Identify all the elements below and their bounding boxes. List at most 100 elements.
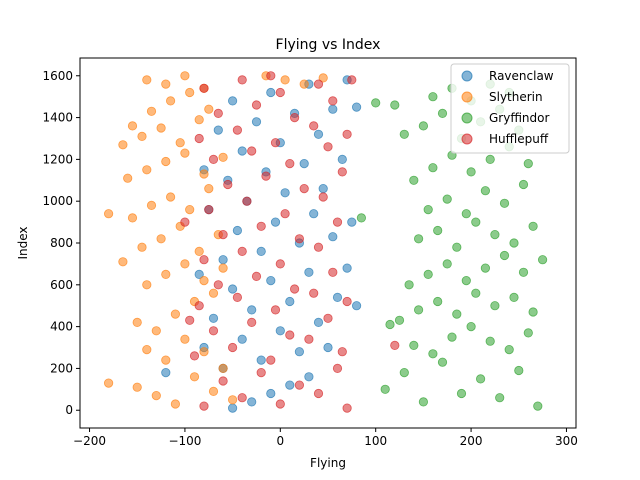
point-ravenclaw-1 — [247, 397, 257, 407]
series-gryffindor — [356, 79, 548, 411]
point-slytherin-35 — [142, 165, 152, 175]
point-hufflepuff-12 — [304, 334, 314, 344]
point-ravenclaw-17 — [266, 275, 276, 286]
point-hufflepuff-44 — [247, 146, 257, 156]
point-hufflepuff-40 — [261, 171, 271, 181]
point-ravenclaw-18 — [304, 267, 314, 277]
x-tick-label: 300 — [555, 434, 578, 448]
point-hufflepuff-22 — [342, 296, 352, 307]
point-ravenclaw-25 — [270, 217, 281, 227]
point-hufflepuff-54 — [289, 113, 300, 123]
point-slytherin-49 — [204, 104, 214, 114]
point-gryffindor-27 — [461, 275, 471, 286]
point-ravenclaw-29 — [280, 188, 290, 198]
point-hufflepuff-56 — [199, 83, 209, 93]
point-ravenclaw-30 — [318, 184, 328, 194]
point-gryffindor-25 — [423, 269, 433, 279]
point-ravenclaw-14 — [285, 296, 295, 307]
point-hufflepuff-52 — [213, 108, 223, 119]
point-gryffindor-7 — [514, 365, 524, 376]
point-gryffindor-54 — [437, 108, 448, 119]
point-slytherin-52 — [180, 71, 190, 81]
point-hufflepuff-7 — [294, 380, 304, 390]
point-gryffindor-14 — [504, 344, 514, 355]
point-ravenclaw-48 — [351, 301, 362, 311]
point-slytherin-31 — [166, 192, 176, 202]
point-slytherin-40 — [118, 140, 128, 150]
point-slytherin-4 — [189, 372, 200, 382]
point-hufflepuff-20 — [270, 305, 281, 315]
point-hufflepuff-47 — [194, 133, 204, 144]
point-hufflepuff-45 — [285, 159, 295, 169]
point-slytherin-38 — [199, 169, 209, 179]
legend: Ravenclaw Slytherin Gryffindor Hufflepuf… — [450, 63, 570, 154]
point-gryffindor-2 — [418, 397, 428, 407]
point-slytherin-21 — [218, 263, 228, 273]
point-hufflepuff-58 — [275, 87, 285, 98]
data-points — [104, 71, 548, 413]
point-hufflepuff-35 — [204, 205, 214, 215]
point-hufflepuff-64 — [347, 75, 357, 85]
point-slytherin-46 — [146, 106, 157, 116]
y-tick-label: 1000 — [42, 194, 73, 208]
point-slytherin-36 — [161, 156, 171, 167]
point-hufflepuff-0 — [199, 401, 209, 411]
point-slytherin-17 — [142, 280, 152, 290]
legend-marker-hufflepuff — [461, 133, 473, 145]
point-gryffindor-4 — [456, 388, 467, 399]
point-slytherin-3 — [170, 399, 180, 409]
point-slytherin-10 — [199, 347, 209, 357]
point-ravenclaw-46 — [161, 367, 171, 378]
point-hufflepuff-41 — [299, 184, 309, 194]
point-hufflepuff-55 — [328, 96, 338, 106]
point-gryffindor-9 — [409, 340, 419, 350]
point-gryffindor-53 — [418, 121, 428, 131]
x-tick-label: −100 — [168, 434, 201, 448]
point-gryffindor-28 — [480, 263, 490, 273]
point-slytherin-33 — [204, 184, 214, 194]
point-slytherin-48 — [185, 87, 195, 98]
point-hufflepuff-11 — [266, 355, 276, 365]
y-tick-label: 1600 — [42, 69, 73, 83]
point-ravenclaw-4 — [304, 372, 314, 382]
point-slytherin-37 — [180, 148, 190, 158]
point-gryffindor-36 — [490, 230, 500, 240]
point-hufflepuff-21 — [309, 288, 319, 298]
point-hufflepuff-31 — [218, 230, 228, 240]
point-slytherin-5 — [208, 386, 219, 396]
point-gryffindor-31 — [537, 255, 548, 265]
point-ravenclaw-19 — [342, 263, 352, 273]
point-slytherin-11 — [218, 363, 228, 373]
point-slytherin-55 — [299, 79, 309, 89]
legend-marker-gryffindor — [461, 112, 473, 124]
point-slytherin-54 — [318, 73, 328, 83]
y-tick-label: 0 — [65, 403, 73, 417]
axis-ticks: −200 −100 0 100 200 300 0 200 400 600 800 1000 1200 1… — [42, 69, 577, 448]
point-ravenclaw-21 — [256, 246, 266, 256]
point-gryffindor-6 — [495, 393, 505, 403]
point-hufflepuff-17 — [323, 313, 333, 323]
point-ravenclaw-16 — [228, 284, 238, 294]
point-ravenclaw-8 — [323, 342, 333, 353]
point-hufflepuff-50 — [309, 121, 319, 131]
point-gryffindor-59 — [428, 92, 438, 102]
y-tick-label: 200 — [50, 361, 73, 375]
point-ravenclaw-9 — [237, 334, 247, 344]
point-hufflepuff-37 — [280, 209, 290, 219]
point-hufflepuff-39 — [223, 179, 233, 190]
point-hufflepuff-30 — [313, 242, 324, 252]
point-ravenclaw-38 — [213, 125, 223, 135]
point-ravenclaw-24 — [232, 225, 242, 236]
chart-title: Flying vs Index — [276, 37, 381, 53]
plot-frame — [79, 57, 577, 429]
point-slytherin-44 — [194, 115, 204, 125]
point-gryffindor-33 — [433, 225, 443, 236]
point-ravenclaw-7 — [294, 347, 304, 357]
point-hufflepuff-14 — [208, 326, 219, 336]
point-hufflepuff-4 — [342, 403, 352, 413]
point-hufflepuff-33 — [294, 234, 304, 244]
point-hufflepuff-34 — [332, 217, 343, 227]
point-hufflepuff-59 — [313, 79, 324, 89]
point-hufflepuff-43 — [208, 154, 219, 164]
point-hufflepuff-32 — [256, 221, 266, 231]
